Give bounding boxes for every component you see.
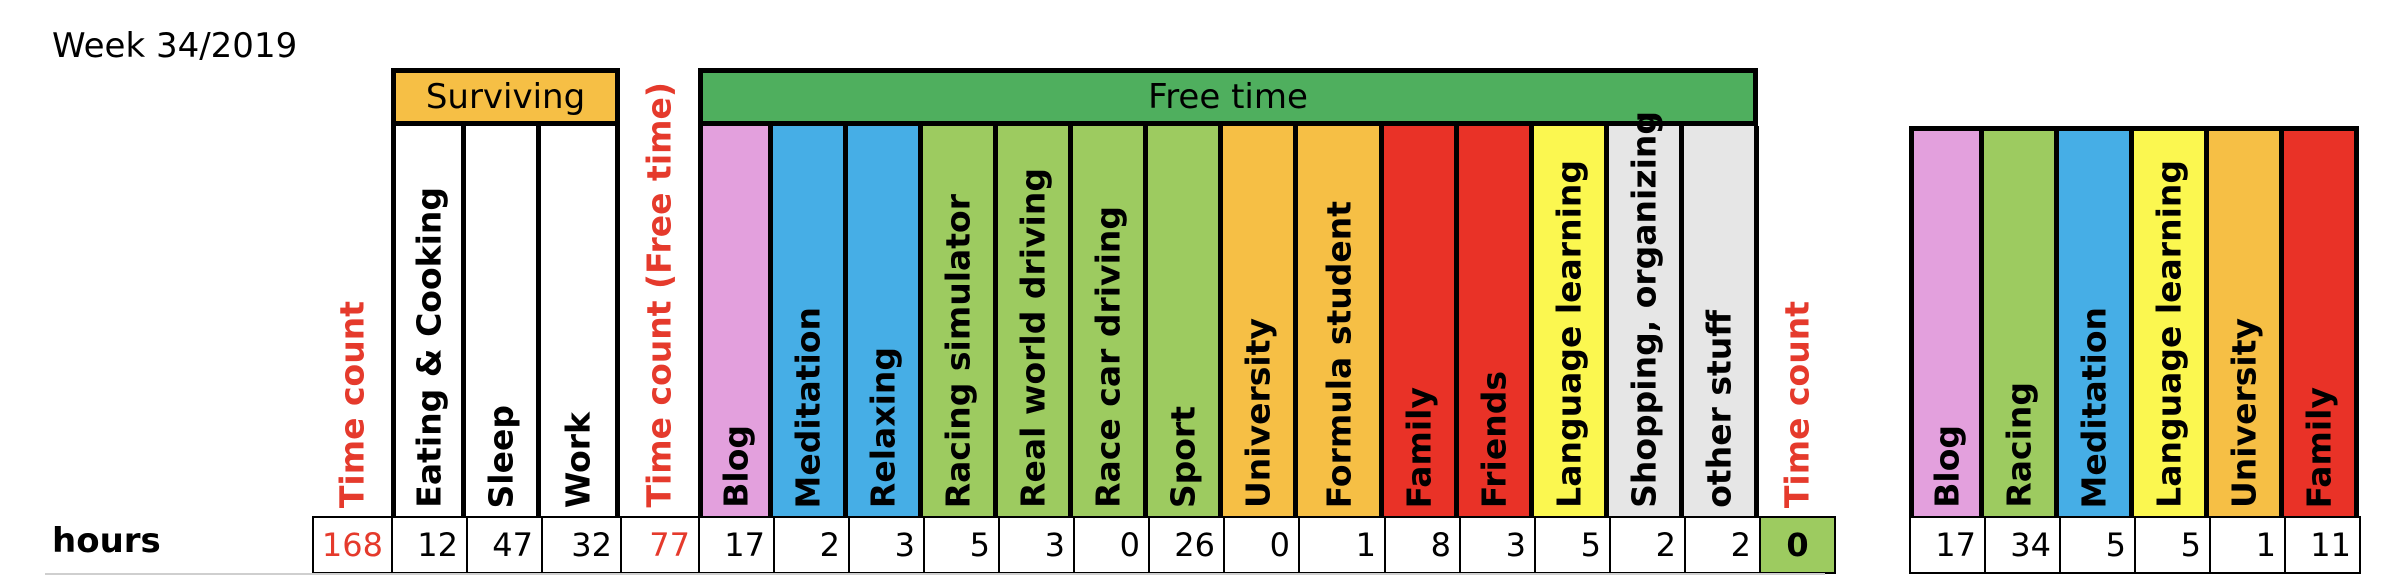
hours-cell-language-learning[interactable]: 5 xyxy=(2134,516,2211,574)
column-header-racing-simulator: Racing simulator xyxy=(923,126,998,516)
hours-cell-race-car-driving[interactable]: 0 xyxy=(1073,516,1150,574)
hours-cell-shopping-organizing[interactable]: 2 xyxy=(1609,516,1686,574)
column-label: Work xyxy=(558,411,598,508)
hours-cell-blog[interactable]: 17 xyxy=(698,516,775,574)
hours-cell-meditation[interactable]: 2 xyxy=(773,516,850,574)
column-label: Blog xyxy=(1927,425,1966,508)
column-header-meditation: Meditation xyxy=(773,126,848,516)
group-label: Free time xyxy=(1148,77,1308,117)
hours-cell-university[interactable]: 0 xyxy=(1223,516,1300,574)
column-header-time-count: Time count xyxy=(312,126,391,516)
hours-cell-racing[interactable]: 34 xyxy=(1984,516,2061,574)
column-label: Race car driving xyxy=(1088,206,1128,508)
column-label: Time count xyxy=(332,300,371,508)
column-header-family: Family xyxy=(1384,126,1459,516)
column-label: Relaxing xyxy=(863,346,903,508)
column-label: Language learning xyxy=(2149,160,2189,508)
hours-cell-university[interactable]: 1 xyxy=(2209,516,2286,574)
hours-cell-racing-simulator[interactable]: 5 xyxy=(923,516,1000,574)
column-label: other stuff xyxy=(1699,310,1739,508)
column-header-work: Work xyxy=(541,126,620,516)
summary-header-family: Family xyxy=(2284,126,2359,516)
row-label-hours: hours xyxy=(52,521,161,561)
hours-cell-work[interactable]: 32 xyxy=(541,516,622,574)
summary-header-university: University xyxy=(2209,126,2284,516)
column-label: Racing xyxy=(1999,382,2039,508)
column-label: Friends xyxy=(1474,370,1514,508)
column-label: Time count (Free time) xyxy=(639,82,679,508)
hours-cell-time-count[interactable]: 168 xyxy=(312,516,393,574)
column-header-sleep: Sleep xyxy=(466,126,541,516)
summary-header-language-learning: Language learning xyxy=(2134,126,2209,516)
hours-cell-family[interactable]: 11 xyxy=(2284,516,2361,574)
column-label: Sport xyxy=(1163,405,1203,508)
hours-cell-sport[interactable]: 26 xyxy=(1148,516,1225,574)
hours-cell-eating-cooking[interactable]: 12 xyxy=(391,516,468,574)
column-header-eating-cooking: Eating & Cooking xyxy=(391,126,466,516)
group-header-free-time: Free time xyxy=(698,68,1758,126)
column-label: Sleep xyxy=(481,404,521,508)
hours-cell-language-learning[interactable]: 5 xyxy=(1534,516,1611,574)
column-label: Language learning xyxy=(1549,160,1589,508)
column-header-time-count: Time count xyxy=(1759,126,1834,516)
column-header-blog: Blog xyxy=(698,126,773,516)
column-header-friends: Friends xyxy=(1459,126,1534,516)
hours-cell-sleep[interactable]: 47 xyxy=(466,516,543,574)
column-label: Time count xyxy=(1777,300,1816,508)
column-header-shopping-organizing: Shopping, organizing xyxy=(1609,111,1684,516)
hours-cell-meditation[interactable]: 5 xyxy=(2059,516,2136,574)
hours-cell-family[interactable]: 8 xyxy=(1384,516,1461,574)
column-header-real-world-driving: Real world driving xyxy=(998,126,1073,516)
hours-cell-relaxing[interactable]: 3 xyxy=(848,516,925,574)
column-label: Meditation xyxy=(2074,306,2114,508)
column-header-language-learning: Language learning xyxy=(1534,126,1609,516)
column-header-time-count-free-time: Time count (Free time) xyxy=(620,82,698,516)
summary-header-meditation: Meditation xyxy=(2059,126,2134,516)
hours-cell-friends[interactable]: 3 xyxy=(1459,516,1536,574)
column-header-race-car-driving: Race car driving xyxy=(1073,126,1148,516)
column-header-relaxing: Relaxing xyxy=(848,126,923,516)
week-title: Week 34/2019 xyxy=(52,26,298,66)
column-label: Blog xyxy=(716,425,755,508)
summary-header-blog: Blog xyxy=(1909,126,1984,516)
hours-cell-formula-student[interactable]: 1 xyxy=(1298,516,1386,574)
column-header-other-stuff: other stuff xyxy=(1684,126,1759,516)
column-label: Shopping, organizing xyxy=(1624,111,1664,508)
column-header-formula-student: Formula student xyxy=(1298,126,1384,516)
hours-cell-real-world-driving[interactable]: 3 xyxy=(998,516,1075,574)
hours-cell-blog[interactable]: 17 xyxy=(1909,516,1986,574)
sheet-gridline xyxy=(45,573,1825,575)
column-label: University xyxy=(1238,317,1278,508)
column-header-sport: Sport xyxy=(1148,126,1223,516)
column-label: Meditation xyxy=(788,306,828,508)
column-label: Formula student xyxy=(1319,200,1358,508)
column-label: Eating & Cooking xyxy=(409,187,448,508)
column-label: Family xyxy=(1399,386,1439,508)
column-header-university: University xyxy=(1223,126,1298,516)
group-header-surviving: Surviving xyxy=(391,68,620,126)
hours-cell-other-stuff[interactable]: 2 xyxy=(1684,516,1761,574)
summary-header-racing: Racing xyxy=(1984,126,2059,516)
column-label: Racing simulator xyxy=(938,193,978,508)
hours-cell-time-count[interactable]: 0 xyxy=(1759,516,1836,574)
group-label: Surviving xyxy=(425,77,586,117)
column-label: University xyxy=(2224,317,2264,508)
hours-cell-time-count-free-time[interactable]: 77 xyxy=(620,516,700,574)
column-label: Real world driving xyxy=(1013,168,1053,508)
column-label: Family xyxy=(2299,386,2339,508)
